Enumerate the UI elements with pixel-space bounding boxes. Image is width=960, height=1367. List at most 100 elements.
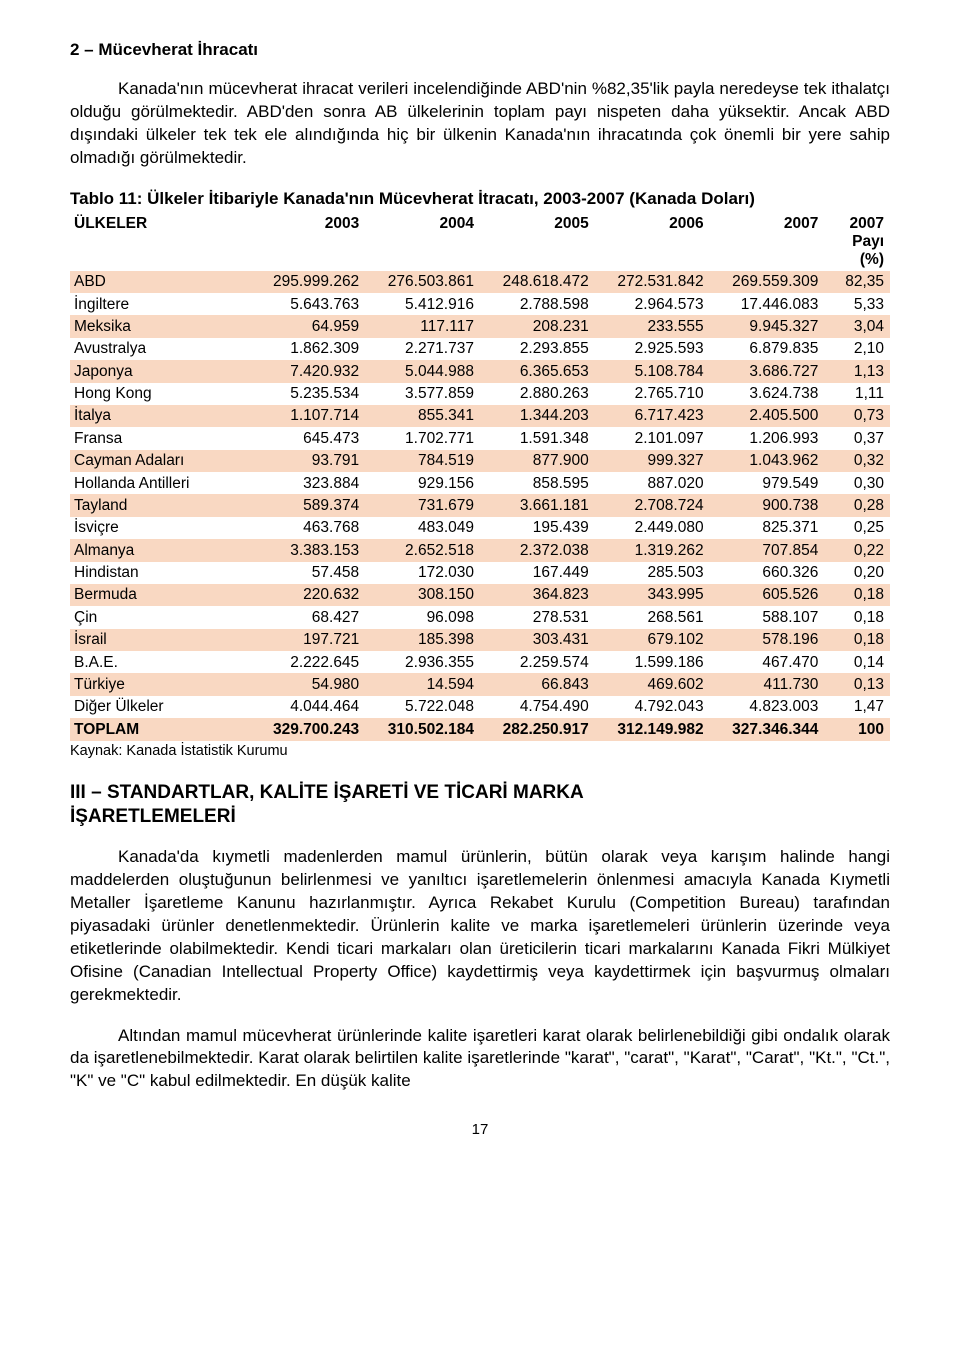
- table-cell: 310.502.184: [365, 718, 480, 740]
- table-cell: 57.458: [250, 562, 365, 584]
- table-cell: 979.549: [710, 472, 825, 494]
- table-cell: 2.449.080: [595, 517, 710, 539]
- table-cell: 2.271.737: [365, 338, 480, 360]
- table-cell: 2.259.574: [480, 651, 595, 673]
- table-cell: B.A.E.: [70, 651, 250, 673]
- table-cell: 268.561: [595, 606, 710, 628]
- table-cell: 167.449: [480, 562, 595, 584]
- table-cell: 1.702.771: [365, 427, 480, 449]
- heading-line1: III – STANDARTLAR, KALİTE İŞARETİ VE TİC…: [70, 782, 584, 803]
- table-row: Meksika64.959117.117208.231233.5559.945.…: [70, 315, 890, 337]
- table-row: Türkiye54.98014.59466.843469.602411.7300…: [70, 673, 890, 695]
- table-cell: 5.722.048: [365, 696, 480, 718]
- table-cell: 329.700.243: [250, 718, 365, 740]
- table-cell: 208.231: [480, 315, 595, 337]
- table-cell: 0,37: [824, 427, 890, 449]
- table-caption: Tablo 11: Ülkeler İtibariyle Kanada'nın …: [70, 188, 890, 211]
- data-table: ÜLKELER200320042005200620072007 Payı(%) …: [70, 213, 890, 741]
- table-cell: 679.102: [595, 629, 710, 651]
- table-cell: 195.439: [480, 517, 595, 539]
- table-cell: 1,47: [824, 696, 890, 718]
- table-cell: Bermuda: [70, 584, 250, 606]
- table-cell: 5.108.784: [595, 360, 710, 382]
- table-cell: 1.107.714: [250, 405, 365, 427]
- table-cell: 825.371: [710, 517, 825, 539]
- table-row: İngiltere5.643.7635.412.9162.788.5982.96…: [70, 293, 890, 315]
- table-cell: 2.708.724: [595, 494, 710, 516]
- table-row: Diğer Ülkeler4.044.4645.722.0484.754.490…: [70, 696, 890, 718]
- table-cell: 0,14: [824, 651, 890, 673]
- table-row: İsviçre463.768483.049195.4392.449.080825…: [70, 517, 890, 539]
- table-cell: 707.854: [710, 539, 825, 561]
- table-cell: 858.595: [480, 472, 595, 494]
- table-cell: 68.427: [250, 606, 365, 628]
- table-row: Avustralya1.862.3092.271.7372.293.8552.9…: [70, 338, 890, 360]
- table-cell: İsrail: [70, 629, 250, 651]
- table-cell: 303.431: [480, 629, 595, 651]
- column-header: 2003: [250, 213, 365, 271]
- table-cell: 0,28: [824, 494, 890, 516]
- table-cell: 0,25: [824, 517, 890, 539]
- table-cell: 411.730: [710, 673, 825, 695]
- column-header: 2007 Payı(%): [824, 213, 890, 271]
- table-cell: 5,33: [824, 293, 890, 315]
- table-cell: 185.398: [365, 629, 480, 651]
- table-cell: 605.526: [710, 584, 825, 606]
- table-cell: 220.632: [250, 584, 365, 606]
- table-cell: 2.372.038: [480, 539, 595, 561]
- table-cell: 877.900: [480, 450, 595, 472]
- table-cell: 93.791: [250, 450, 365, 472]
- table-cell: 364.823: [480, 584, 595, 606]
- table-cell: 2.405.500: [710, 405, 825, 427]
- table-cell: 1.862.309: [250, 338, 365, 360]
- table-cell: 0,73: [824, 405, 890, 427]
- table-cell: 469.602: [595, 673, 710, 695]
- table-cell: 6.879.835: [710, 338, 825, 360]
- table-cell: 100: [824, 718, 890, 740]
- table-cell: 2.964.573: [595, 293, 710, 315]
- table-cell: 64.959: [250, 315, 365, 337]
- table-cell: 784.519: [365, 450, 480, 472]
- column-header: ÜLKELER: [70, 213, 250, 271]
- table-cell: 17.446.083: [710, 293, 825, 315]
- table-cell: ABD: [70, 271, 250, 293]
- table-cell: 312.149.982: [595, 718, 710, 740]
- table-cell: 999.327: [595, 450, 710, 472]
- table-cell: 5.235.534: [250, 383, 365, 405]
- table-cell: 282.250.917: [480, 718, 595, 740]
- table-row: Tayland589.374731.6793.661.1812.708.7249…: [70, 494, 890, 516]
- table-cell: 295.999.262: [250, 271, 365, 293]
- table-cell: Meksika: [70, 315, 250, 337]
- table-cell: 7.420.932: [250, 360, 365, 382]
- table-cell: 96.098: [365, 606, 480, 628]
- table-cell: Cayman Adaları: [70, 450, 250, 472]
- table-cell: 5.643.763: [250, 293, 365, 315]
- table-row: TOPLAM329.700.243310.502.184282.250.9173…: [70, 718, 890, 740]
- table-cell: 0,22: [824, 539, 890, 561]
- table-cell: 645.473: [250, 427, 365, 449]
- column-header: 2005: [480, 213, 595, 271]
- table-row: Japonya7.420.9325.044.9886.365.6535.108.…: [70, 360, 890, 382]
- table-cell: 323.884: [250, 472, 365, 494]
- table-row: Hollanda Antilleri323.884929.156858.5958…: [70, 472, 890, 494]
- table-cell: 9.945.327: [710, 315, 825, 337]
- table-cell: 4.044.464: [250, 696, 365, 718]
- table-cell: 0,18: [824, 584, 890, 606]
- table-row: Fransa645.4731.702.7711.591.3482.101.097…: [70, 427, 890, 449]
- table-cell: 2.293.855: [480, 338, 595, 360]
- table-cell: 197.721: [250, 629, 365, 651]
- table-cell: 2.652.518: [365, 539, 480, 561]
- table-cell: Almanya: [70, 539, 250, 561]
- table-cell: Avustralya: [70, 338, 250, 360]
- table-row: Hindistan57.458172.030167.449285.503660.…: [70, 562, 890, 584]
- table-cell: 3.686.727: [710, 360, 825, 382]
- page-number: 17: [70, 1121, 890, 1138]
- body-paragraph-2: Kanada'da kıymetli madenlerden mamul ürü…: [70, 846, 890, 1007]
- table-cell: 3.624.738: [710, 383, 825, 405]
- column-header: 2006: [595, 213, 710, 271]
- table-cell: 4.754.490: [480, 696, 595, 718]
- table-cell: 4.792.043: [595, 696, 710, 718]
- table-cell: 248.618.472: [480, 271, 595, 293]
- table-cell: 731.679: [365, 494, 480, 516]
- table-cell: 1.599.186: [595, 651, 710, 673]
